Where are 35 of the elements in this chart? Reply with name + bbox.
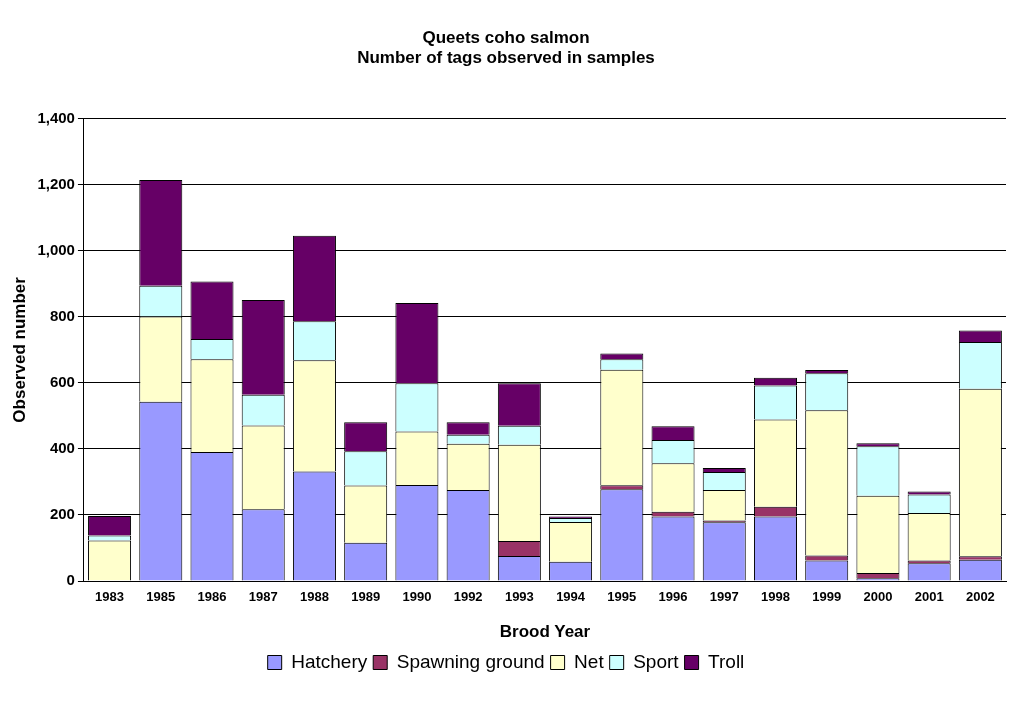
chart-title: Queets coho salmon	[422, 27, 590, 47]
y-tick-label: 1,000	[37, 241, 75, 258]
legend-label: Spawning ground	[396, 650, 545, 672]
x-tick-label: 1994	[556, 589, 586, 605]
x-tick-label: 2001	[914, 589, 944, 605]
x-tick-label: 1999	[812, 589, 842, 605]
x-tick-label: 1997	[709, 589, 739, 605]
legend-label: Net	[574, 650, 605, 672]
x-tick-label: 2002	[965, 589, 995, 605]
x-tick-label: 1989	[351, 589, 381, 605]
x-tick-label: 1992	[453, 589, 483, 605]
x-tick-label: 1995	[607, 589, 637, 605]
x-tick-label: 1998	[761, 589, 790, 605]
x-tick-label: 1990	[402, 589, 432, 605]
x-tick-label: 1993	[504, 589, 534, 605]
y-tick-label: 600	[49, 373, 75, 391]
y-tick-label: 800	[49, 307, 75, 325]
legend-label: Sport	[633, 650, 680, 672]
chart-subtitle: Number of tags observed in samples	[357, 48, 655, 68]
x-tick-label: 1986	[197, 589, 227, 605]
y-tick-label: 1,400	[37, 108, 75, 126]
y-tick-label: 400	[49, 439, 75, 457]
y-tick-label: 200	[49, 505, 75, 523]
x-tick-label: 1983	[95, 589, 125, 605]
x-tick-label: 2000	[863, 589, 893, 605]
legend-label: Troll	[708, 650, 745, 672]
y-tick-label: 0	[66, 571, 75, 589]
x-tick-label: 1988	[299, 589, 329, 605]
y-tick-label: 1,200	[37, 174, 75, 192]
x-tick-label: 1987	[248, 589, 278, 605]
x-tick-label: 1996	[658, 589, 688, 605]
y-axis-title: Observed number	[9, 276, 29, 423]
x-tick-label: 1985	[146, 589, 176, 605]
x-axis-title: Brood Year	[499, 622, 591, 642]
legend-label: Hatchery	[291, 650, 368, 672]
